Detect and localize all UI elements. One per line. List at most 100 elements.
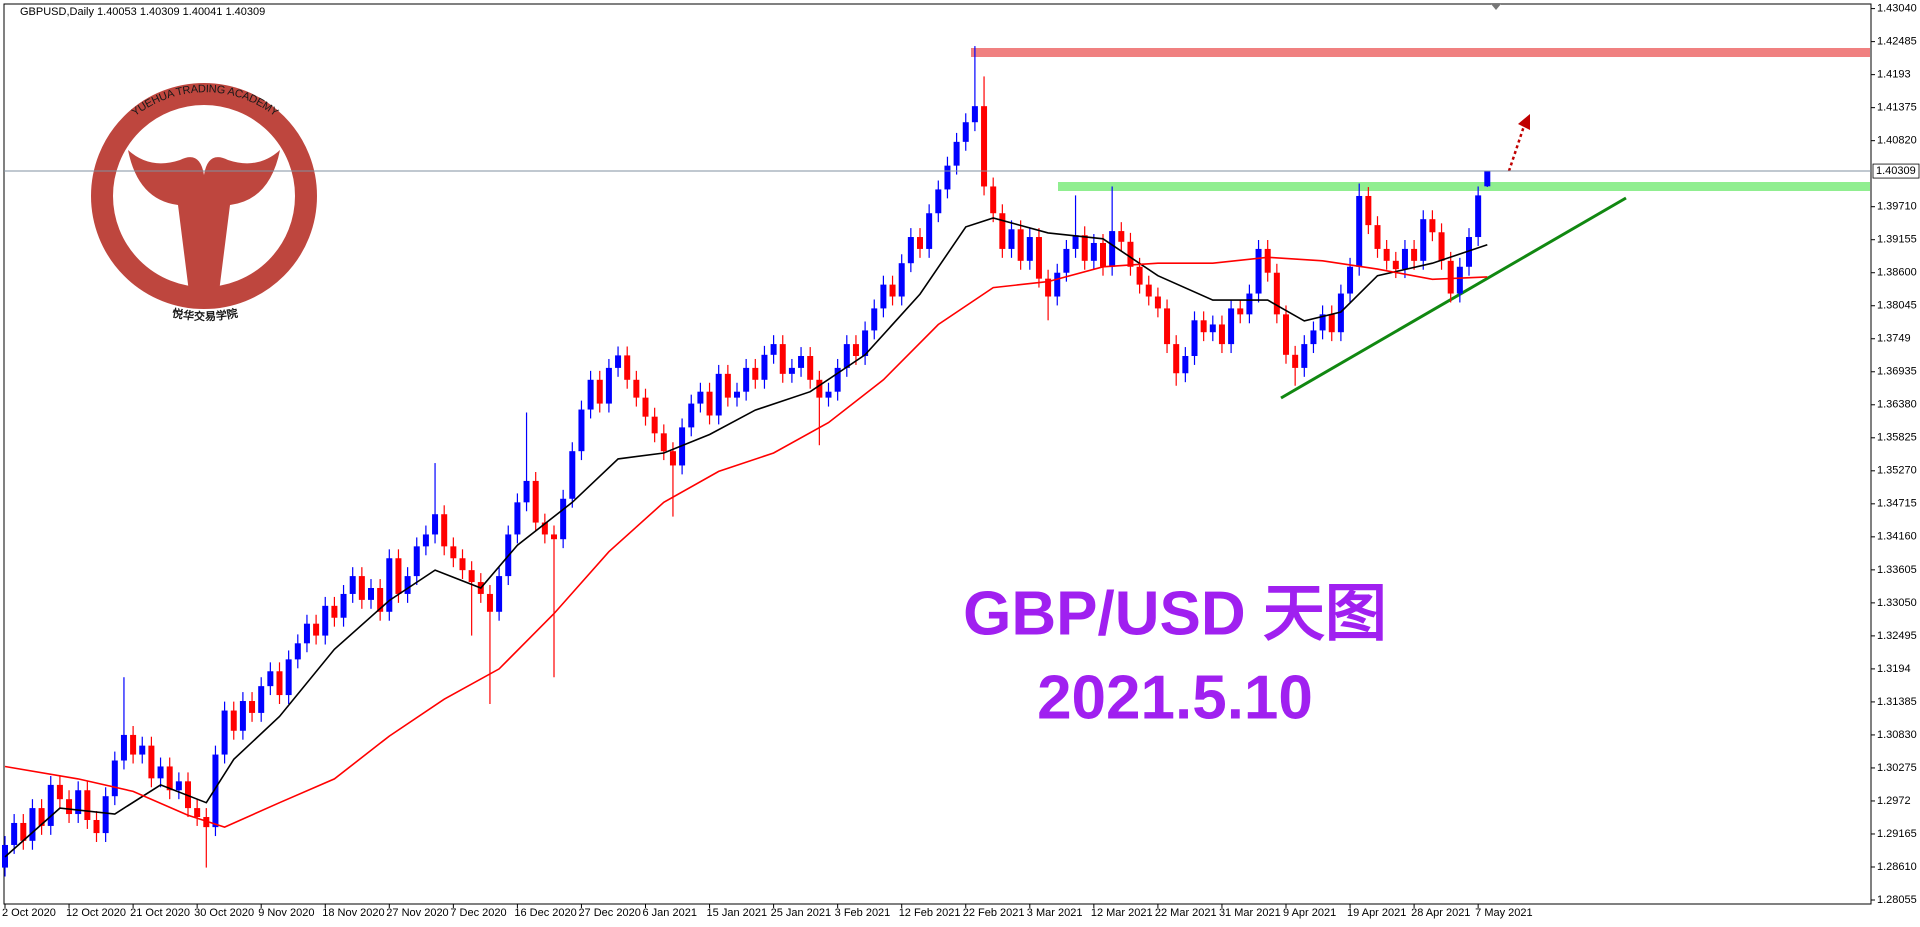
- y-tick-label: 1.38045: [1877, 300, 1917, 312]
- candle-body: [1347, 266, 1354, 294]
- candle-body: [120, 734, 127, 761]
- shift-marker: [1491, 4, 1501, 10]
- x-tick-label: 3 Mar 2021: [1027, 907, 1083, 919]
- candle-body: [148, 745, 155, 779]
- candle-body: [1438, 232, 1445, 261]
- candle-body: [843, 344, 850, 368]
- candle-body: [514, 502, 521, 535]
- candle-body: [1456, 266, 1463, 294]
- candle-body: [569, 451, 576, 499]
- breakout-arrow: [1507, 125, 1526, 172]
- candle-body: [1136, 266, 1143, 285]
- candle-body: [56, 784, 63, 800]
- candle-body: [1301, 344, 1308, 368]
- candle-body: [450, 546, 457, 559]
- y-tick-label: 1.34715: [1877, 498, 1917, 510]
- candle-body: [1466, 237, 1472, 267]
- candle-body: [587, 379, 594, 410]
- x-tick-label: 9 Nov 2020: [258, 907, 314, 919]
- candle-body: [1283, 314, 1289, 355]
- candle-body: [962, 122, 969, 142]
- candle-body: [880, 284, 887, 309]
- y-tick-label: 1.43040: [1877, 3, 1917, 15]
- candle-body: [532, 480, 539, 523]
- x-tick-label: 25 Jan 2021: [771, 907, 832, 919]
- candle-body: [404, 576, 411, 594]
- x-tick-label: 18 Nov 2020: [322, 907, 384, 919]
- candle-body: [1072, 235, 1079, 249]
- candle-body: [386, 558, 393, 612]
- candle-body: [1429, 219, 1436, 233]
- candle-body: [560, 498, 567, 540]
- candle-body: [1218, 324, 1225, 345]
- candle-body: [349, 576, 356, 594]
- candle-body: [47, 784, 54, 826]
- candle-body: [1228, 308, 1235, 345]
- resistance-band: [971, 48, 1870, 57]
- x-tick-label: 6 Jan 2021: [643, 907, 697, 919]
- candle-body: [93, 819, 100, 834]
- candle-body: [496, 576, 503, 612]
- candle-body: [596, 379, 603, 404]
- candle-body: [761, 354, 768, 380]
- candle-body: [1182, 355, 1189, 374]
- candle-body: [340, 593, 347, 618]
- candle-body: [1191, 320, 1198, 356]
- candle-body: [935, 189, 942, 214]
- candle-body: [185, 781, 191, 809]
- x-tick-label: 19 Apr 2021: [1347, 907, 1406, 919]
- candle-body: [1237, 308, 1244, 315]
- y-tick-label: 1.40820: [1877, 135, 1917, 147]
- candle-body: [413, 546, 420, 577]
- candle-body: [752, 367, 759, 380]
- candle-body: [523, 480, 530, 503]
- candle-body: [743, 367, 750, 392]
- trend-line: [1280, 196, 1627, 400]
- y-tick-label: 1.32495: [1877, 630, 1917, 642]
- candle-body: [157, 766, 164, 779]
- candle-body: [1411, 248, 1418, 261]
- candle-body: [669, 451, 676, 466]
- candle-body: [175, 781, 182, 791]
- candle-body: [377, 587, 384, 612]
- candle-body: [1310, 330, 1317, 345]
- candle-body: [276, 671, 283, 696]
- candle-body: [130, 734, 137, 755]
- x-tick-label: 2 Oct 2020: [2, 907, 56, 919]
- x-tick-label: 12 Mar 2021: [1091, 907, 1153, 919]
- candle-body: [1420, 219, 1427, 261]
- y-tick-label: 1.3194: [1877, 663, 1911, 675]
- candle-body: [1475, 195, 1482, 238]
- x-tick-label: 7 Dec 2020: [450, 907, 506, 919]
- y-tick-label: 1.38600: [1877, 267, 1917, 279]
- x-tick-label: 28 Apr 2021: [1411, 907, 1470, 919]
- candle-body: [825, 391, 832, 398]
- candle-body: [926, 213, 933, 249]
- candle-body: [1255, 248, 1262, 294]
- candle-body: [66, 799, 73, 815]
- candle-body: [166, 766, 173, 791]
- candle-body: [1118, 231, 1125, 242]
- candle-body: [1045, 278, 1052, 297]
- candle-body: [20, 822, 27, 841]
- x-tick-label: 12 Oct 2020: [66, 907, 126, 919]
- candle-body: [1273, 272, 1280, 315]
- candle-body: [1008, 229, 1015, 249]
- candle-body: [1356, 195, 1363, 267]
- candle-body: [258, 686, 265, 713]
- candle-body: [194, 808, 201, 818]
- candle-body: [358, 576, 365, 600]
- y-tick-label: 1.36380: [1877, 399, 1917, 411]
- logo: YUEHUA TRADING ACADEMY 悦华交易学院: [91, 83, 317, 323]
- candle-body: [1383, 248, 1390, 261]
- chart-subtitle: 2021.5.10: [1037, 663, 1313, 732]
- plot-frame: [3, 3, 1872, 905]
- candle-body: [715, 373, 722, 416]
- candle-body: [779, 344, 786, 374]
- candle-body: [422, 534, 429, 547]
- candle-body: [999, 213, 1006, 249]
- candle-body: [313, 623, 320, 636]
- candle-body: [981, 106, 988, 187]
- candle-body: [1246, 293, 1253, 315]
